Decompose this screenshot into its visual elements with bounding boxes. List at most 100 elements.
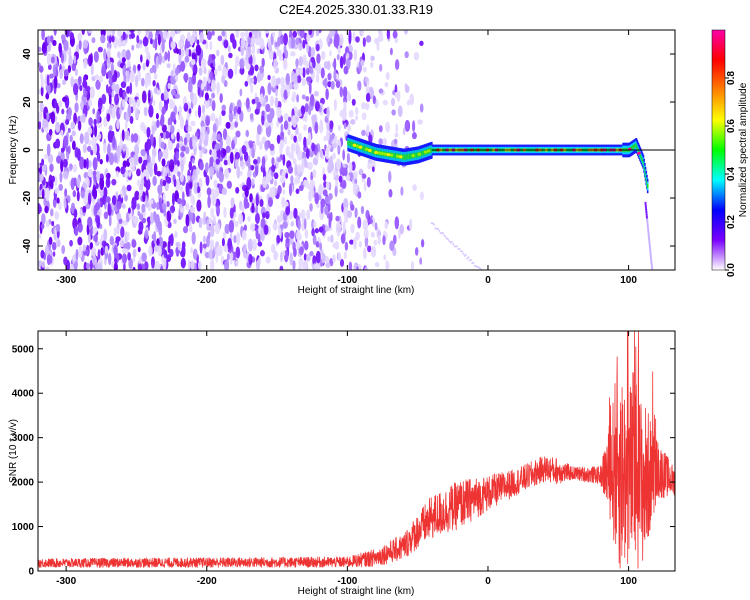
noise-speckle [54,187,59,195]
noise-speckle [39,65,44,73]
noise-speckle [164,171,168,177]
noise-speckle [92,157,98,171]
noise-speckle [338,33,344,46]
noise-speckle [312,157,319,166]
noise-speckle [105,84,109,94]
noise-speckle [367,245,372,253]
streak-dot [499,288,501,290]
noise-speckle [128,207,131,214]
noise-speckle [96,122,103,128]
streak-dot [650,267,654,270]
noise-speckle [295,175,300,184]
noise-speckle [189,225,193,233]
noise-speckle [235,30,240,38]
streak-dot [645,213,648,216]
noise-speckle [71,130,77,137]
noise-speckle [82,143,88,153]
noise-speckle [276,157,282,163]
noise-speckle [218,171,224,183]
noise-speckle [175,30,182,34]
noise-speckle [45,244,49,257]
noise-speckle [121,40,127,47]
noise-speckle [233,235,237,244]
noise-speckle [45,220,50,228]
noise-speckle [54,175,58,187]
noise-speckle [301,157,305,171]
noise-speckle [191,196,196,206]
noise-speckle [235,260,239,267]
noise-speckle [63,40,69,52]
noise-speckle [79,133,84,144]
noise-speckle [364,76,369,83]
noise-speckle [142,36,149,47]
noise-speckle [51,220,55,227]
noise-speckle [409,93,415,106]
noise-speckle [324,195,331,205]
noise-speckle [112,106,116,119]
noise-speckle [213,179,218,188]
noise-speckle [298,246,304,256]
noise-speckle [191,231,196,245]
noise-speckle [223,159,228,166]
noise-speckle [156,119,160,128]
noise-speckle [40,74,44,86]
noise-speckle [41,213,46,225]
noise-speckle [137,70,141,82]
noise-speckle [146,126,151,138]
noise-speckle [145,59,150,68]
noise-speckle [419,257,423,265]
noise-speckle [306,35,311,41]
noise-speckle [53,30,57,36]
noise-speckle [108,94,112,105]
noise-speckle [202,235,206,243]
streak-dot [466,257,469,260]
noise-speckle [293,247,297,258]
noise-speckle [249,193,253,203]
noise-speckle [148,73,152,87]
noise-speckle [45,93,50,100]
noise-speckle [342,53,346,66]
noise-speckle [311,219,315,230]
noise-speckle [88,98,93,108]
noise-speckle [56,239,61,248]
noise-speckle [78,39,82,50]
streak-dot [650,265,653,268]
noise-speckle [248,31,253,38]
noise-speckle [239,66,245,75]
noise-speckle [287,129,291,136]
noise-speckle [67,65,71,73]
noise-speckle [346,210,353,219]
noise-speckle [311,142,316,152]
noise-speckle [106,57,111,69]
noise-speckle [160,113,165,126]
noise-speckle [79,156,85,170]
noise-speckle [83,159,87,169]
noise-speckle [230,102,233,112]
noise-speckle [121,203,126,209]
streak-dot [450,240,453,243]
noise-speckle [314,192,319,205]
noise-speckle [173,218,177,224]
noise-speckle [249,65,255,76]
noise-speckle [134,190,140,201]
noise-speckle [347,124,351,132]
noise-speckle [392,234,397,245]
noise-speckle [103,211,109,220]
noise-speckle [133,144,140,156]
noise-speckle [241,204,245,212]
noise-speckle [298,42,303,51]
noise-speckle [152,175,157,187]
noise-speckle [190,206,196,214]
noise-speckle [280,130,284,141]
noise-speckle [133,153,139,163]
noise-speckle [346,152,350,164]
noise-speckle [243,151,249,162]
noise-speckle [45,266,50,270]
noise-speckle [348,30,352,43]
noise-speckle [102,195,106,205]
noise-speckle [62,96,68,103]
noise-speckle [320,97,325,105]
noise-speckle [74,102,79,113]
noise-speckle [315,263,321,270]
noise-speckle [156,201,160,211]
